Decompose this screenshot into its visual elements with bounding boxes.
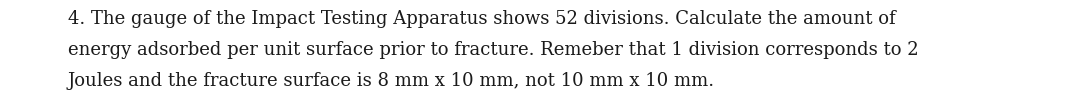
Text: Joules and the fracture surface is 8 mm x 10 mm, not 10 mm x 10 mm.: Joules and the fracture surface is 8 mm … — [68, 71, 715, 89]
Text: 4. The gauge of the Impact Testing Apparatus shows 52 divisions. Calculate the a: 4. The gauge of the Impact Testing Appar… — [68, 10, 895, 28]
Text: energy adsorbed per unit surface prior to fracture. Remeber that 1 division corr: energy adsorbed per unit surface prior t… — [68, 41, 919, 58]
